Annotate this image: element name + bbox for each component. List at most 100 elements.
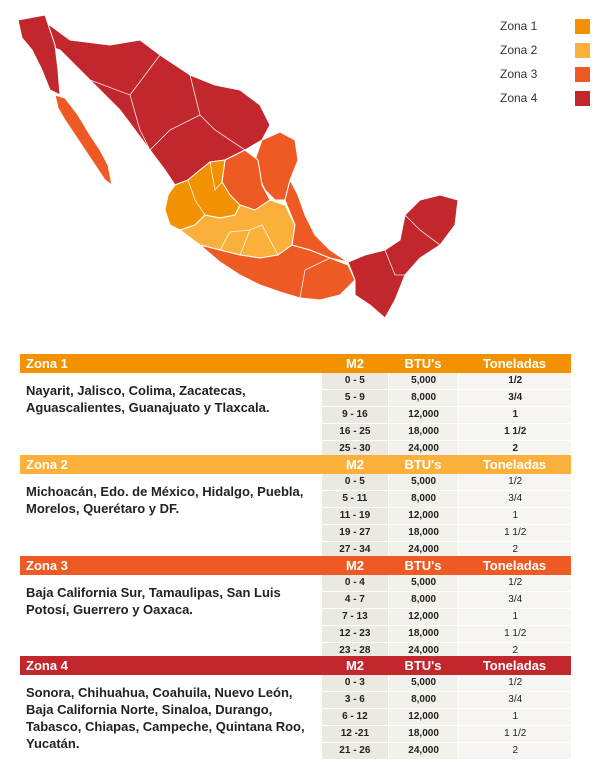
cell-toneladas: 1 1/2: [459, 525, 571, 541]
column-header-toneladas: Toneladas: [482, 558, 547, 573]
zone-table-zona2: Zona 2 M2 BTU's Toneladas Michoacán, Edo…: [20, 455, 571, 559]
zone-table-zona4: Zona 4 M2 BTU's Toneladas Sonora, Chihua…: [20, 656, 571, 760]
legend-swatch: [575, 42, 590, 58]
table-row: 5 - 9 8,000 3/4: [322, 390, 571, 407]
column-header-toneladas: Toneladas: [482, 658, 547, 673]
map-region-baja-sur: [54, 94, 113, 186]
table-row: 3 - 6 8,000 3/4: [322, 692, 571, 709]
map-region-zona4-southeast: [347, 194, 459, 319]
cell-m2: 4 - 7: [322, 592, 388, 608]
zone-states: Nayarit, Jalisco, Colima, Zacatecas, Agu…: [26, 383, 270, 415]
zone-header: Zona 3 M2 BTU's Toneladas: [20, 556, 571, 575]
cell-m2: 3 - 6: [322, 692, 388, 708]
cell-toneladas: 1/2: [459, 373, 571, 389]
cell-toneladas: 2: [459, 542, 571, 558]
zone-title: Zona 1: [26, 356, 68, 371]
cell-m2: 25 - 30: [322, 441, 388, 457]
table-row: 0 - 5 5,000 1/2: [322, 373, 571, 390]
column-header-m2: M2: [345, 457, 365, 472]
legend-swatch: [575, 66, 590, 82]
cell-btu: 12,000: [388, 709, 459, 725]
cell-btu: 24,000: [388, 743, 459, 759]
column-header-toneladas: Toneladas: [482, 457, 547, 472]
legend-label: Zona 3: [500, 67, 538, 81]
zone-states: Michoacán, Edo. de México, Hidalgo, Pueb…: [26, 484, 304, 516]
cell-toneladas: 3/4: [459, 390, 571, 406]
legend-swatch: [575, 90, 590, 106]
cell-btu: 12,000: [388, 407, 459, 423]
cell-m2: 9 - 16: [322, 407, 388, 423]
table-row: 11 - 19 12,000 1: [322, 508, 571, 525]
cell-btu: 5,000: [388, 575, 459, 591]
cell-btu: 5,000: [388, 373, 459, 389]
mexico-map-svg: [17, 14, 459, 319]
cell-toneladas: 1/2: [459, 474, 571, 490]
table-row: 6 - 12 12,000 1: [322, 709, 571, 726]
cell-btu: 8,000: [388, 390, 459, 406]
column-header-m2: M2: [345, 356, 365, 371]
mexico-zone-map: Zona 1 Zona 2 Zona 3 Zona 4: [0, 0, 595, 345]
zone-header: Zona 4 M2 BTU's Toneladas: [20, 656, 571, 675]
cell-toneladas: 3/4: [459, 692, 571, 708]
legend-item-zona4: Zona 4: [500, 86, 590, 110]
cell-btu: 18,000: [388, 525, 459, 541]
cell-btu: 8,000: [388, 592, 459, 608]
cell-btu: 8,000: [388, 692, 459, 708]
zone-header: Zona 1 M2 BTU's Toneladas: [20, 354, 571, 373]
cell-m2: 12 - 23: [322, 626, 388, 642]
cell-btu: 5,000: [388, 474, 459, 490]
legend-label: Zona 2: [500, 43, 538, 57]
legend-item-zona2: Zona 2: [500, 38, 590, 62]
cell-toneladas: 1 1/2: [459, 626, 571, 642]
cell-toneladas: 1: [459, 709, 571, 725]
legend-swatch: [575, 18, 590, 34]
cell-btu: 18,000: [388, 424, 459, 440]
cell-toneladas: 2: [459, 743, 571, 759]
cell-m2: 0 - 5: [322, 373, 388, 389]
zone-title: Zona 4: [26, 658, 68, 673]
cell-toneladas: 1/2: [459, 675, 571, 691]
column-header-toneladas: Toneladas: [482, 356, 547, 371]
cell-btu: 5,000: [388, 675, 459, 691]
column-header-m2: M2: [345, 658, 365, 673]
cell-btu: 8,000: [388, 491, 459, 507]
cell-m2: 12 -21: [322, 726, 388, 742]
cell-m2: 6 - 12: [322, 709, 388, 725]
table-row: 0 - 3 5,000 1/2: [322, 675, 571, 692]
cell-btu: 24,000: [388, 643, 459, 659]
map-region-baja-norte: [17, 14, 61, 96]
zone-states: Sonora, Chihuahua, Coahuila, Nuevo León,…: [26, 685, 305, 751]
cell-m2: 0 - 4: [322, 575, 388, 591]
column-header-btu: BTU's: [404, 356, 442, 371]
zone-title: Zona 2: [26, 457, 68, 472]
table-row: 12 -21 18,000 1 1/2: [322, 726, 571, 743]
cell-btu: 12,000: [388, 609, 459, 625]
cell-m2: 11 - 19: [322, 508, 388, 524]
cell-m2: 7 - 13: [322, 609, 388, 625]
cell-toneladas: 1: [459, 609, 571, 625]
column-header-btu: BTU's: [404, 558, 442, 573]
cell-btu: 12,000: [388, 508, 459, 524]
table-row: 0 - 5 5,000 1/2: [322, 474, 571, 491]
legend-item-zona3: Zona 3: [500, 62, 590, 86]
legend-label: Zona 4: [500, 91, 538, 105]
cell-btu: 24,000: [388, 542, 459, 558]
zone-table-zona3: Zona 3 M2 BTU's Toneladas Baja Californi…: [20, 556, 571, 660]
cell-toneladas: 1 1/2: [459, 726, 571, 742]
zone-states: Baja California Sur, Tamaulipas, San Lui…: [26, 585, 281, 617]
cell-toneladas: 3/4: [459, 592, 571, 608]
cell-toneladas: 2: [459, 643, 571, 659]
table-row: 12 - 23 18,000 1 1/2: [322, 626, 571, 643]
cell-m2: 0 - 5: [322, 474, 388, 490]
cell-toneladas: 2: [459, 441, 571, 457]
cell-btu: 24,000: [388, 441, 459, 457]
table-row: 9 - 16 12,000 1: [322, 407, 571, 424]
table-row: 5 - 11 8,000 3/4: [322, 491, 571, 508]
cell-m2: 23 - 28: [322, 643, 388, 659]
table-row: 21 - 26 24,000 2: [322, 743, 571, 760]
cell-m2: 5 - 11: [322, 491, 388, 507]
legend-label: Zona 1: [500, 19, 538, 33]
cell-toneladas: 3/4: [459, 491, 571, 507]
table-row: 16 - 25 18,000 1 1/2: [322, 424, 571, 441]
cell-toneladas: 1 1/2: [459, 424, 571, 440]
